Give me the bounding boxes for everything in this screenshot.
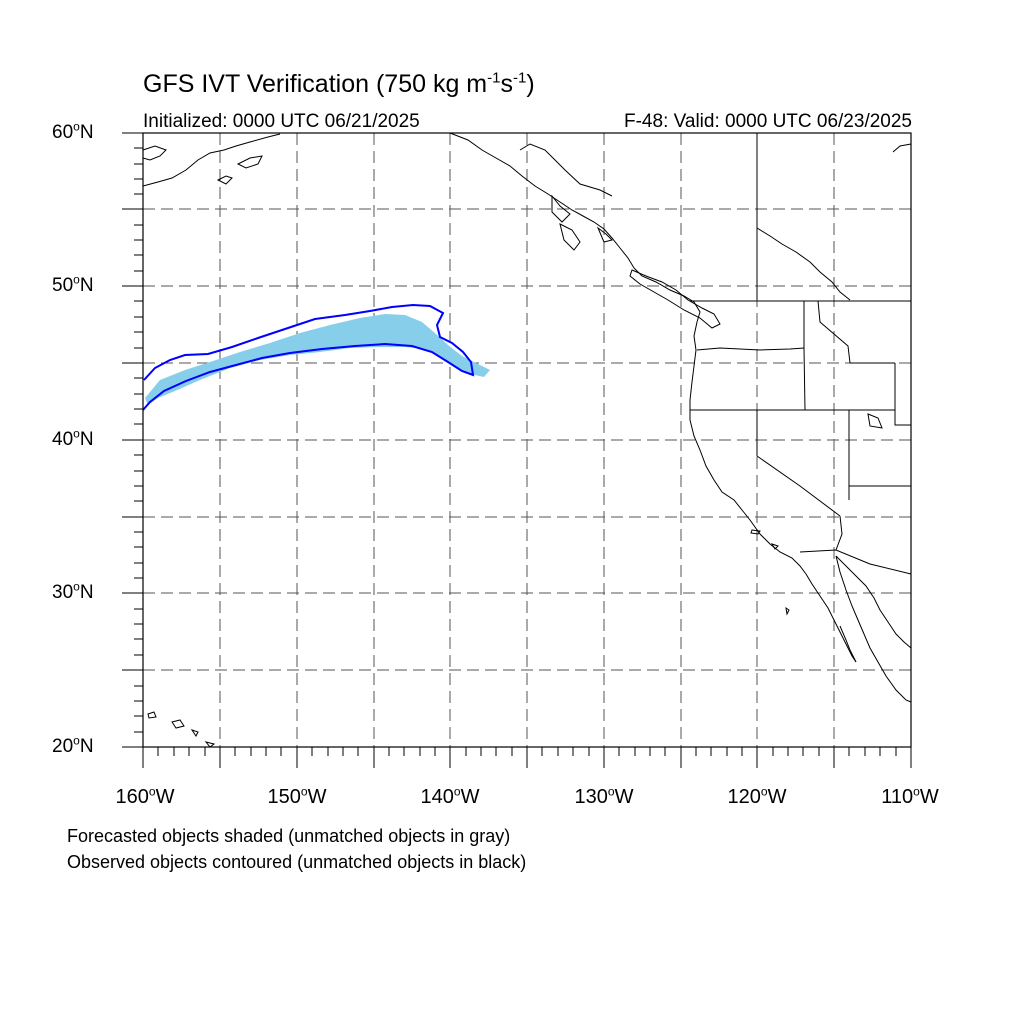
lat-lon-grid (143, 133, 911, 747)
left-ticks (122, 132, 143, 748)
lat-label-60n: 60oN (52, 119, 94, 143)
lon-label-130w: 130oW (574, 784, 634, 808)
forecast-ivt-object (145, 314, 490, 405)
chart-title: GFS IVT Verification (750 kg m-1s-1) (143, 69, 535, 98)
lon-label-160w: 160oW (115, 784, 175, 808)
lon-label-140w: 140oW (420, 784, 480, 808)
lat-label-30n: 30oN (52, 579, 94, 603)
lon-label-110w: 110oW (881, 784, 939, 808)
political-borders (690, 133, 912, 575)
valid-time: F-48: Valid: 0000 UTC 06/23/2025 (624, 111, 912, 132)
lon-label-120w: 120oW (727, 784, 787, 808)
lat-label-50n: 50oN (52, 272, 94, 296)
legend-note-observed: Observed objects contoured (unmatched ob… (67, 852, 527, 872)
coastlines (142, 132, 912, 748)
bottom-ticks (142, 747, 912, 768)
legend-note-forecast: Forecasted objects shaded (unmatched obj… (67, 826, 511, 846)
observed-ivt-contour (142, 303, 475, 411)
lat-label-20n: 20oN (52, 733, 94, 757)
initialized-time: Initialized: 0000 UTC 06/21/2025 (143, 111, 420, 132)
lon-label-150w: 150oW (267, 784, 327, 808)
lat-label-40n: 40oN (52, 426, 94, 450)
